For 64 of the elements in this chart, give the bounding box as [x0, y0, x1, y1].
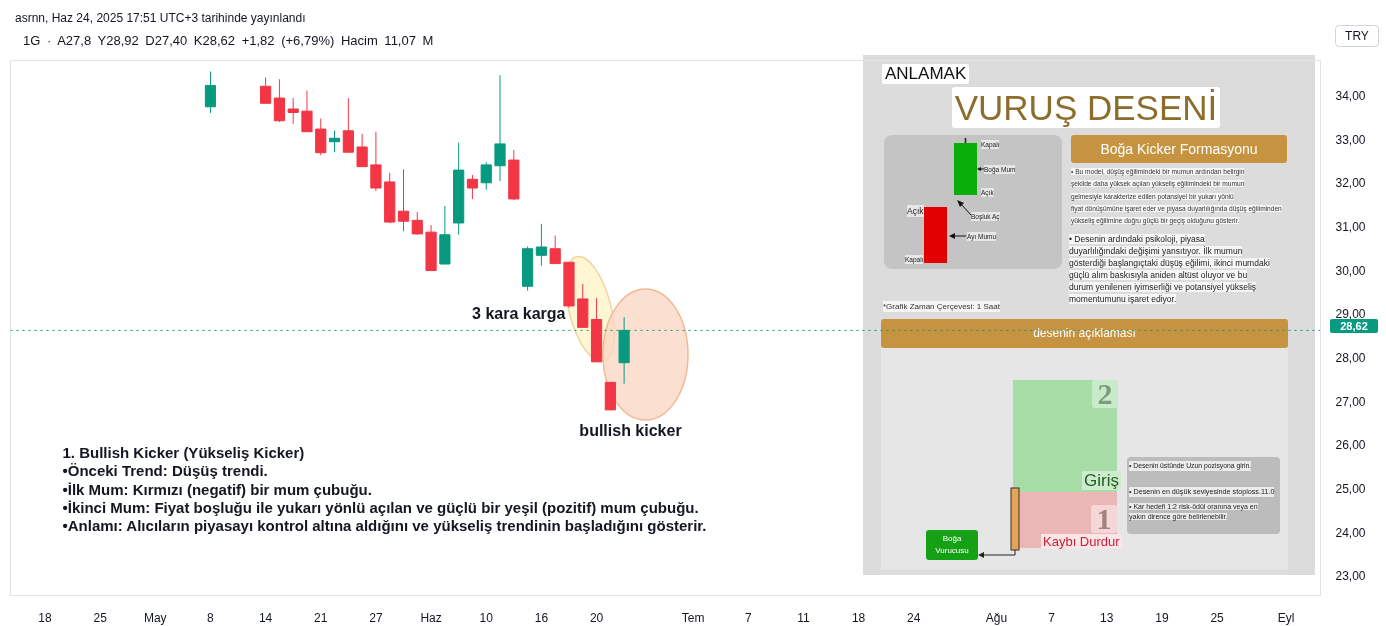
annotation: 3 kara karga [472, 305, 566, 322]
x-tick-label: 16 [534, 610, 549, 625]
annotation: Kaybı Durdur [1041, 534, 1122, 549]
candlestick [204, 70, 217, 114]
candlestick [315, 118, 327, 156]
y-tick-label: 30,00 [1335, 263, 1366, 278]
candlestick [549, 235, 561, 265]
x-tick-label: 24 [907, 610, 921, 625]
x-tick-label: 19 [1155, 610, 1169, 625]
x-tick-label: 13 [1100, 610, 1114, 625]
y-tick-label: 25,00 [1335, 482, 1366, 496]
y-tick-label: 26,00 [1335, 438, 1366, 453]
y-tick-label: 33,00 [1335, 132, 1366, 147]
x-tick-label: May [143, 610, 167, 625]
y-tick-label: 31,00 [1335, 219, 1366, 234]
candlestick [535, 223, 547, 267]
candlestick [287, 97, 299, 125]
x-tick-label: Tem [681, 610, 705, 625]
x-tick-label: Eyl [1277, 610, 1295, 625]
candlestick [494, 74, 506, 182]
y-tick-label: 28,00 [1335, 350, 1366, 365]
x-tick-label: 7 [1048, 610, 1056, 625]
text: asrnn, Haz 24, 2025 17:51 UTC+3 tarihinde yayınlandı [15, 10, 306, 27]
candlestick [356, 133, 368, 168]
x-tick-label: 8 [207, 610, 215, 625]
candlestick [342, 97, 354, 153]
x-tick-label: Haz [420, 610, 442, 625]
candlestick [397, 168, 410, 232]
annotation: Açık [907, 205, 924, 218]
y-tick-label: 29,00 [1335, 307, 1366, 322]
annotation: • Desenin ardındaki psikoloji, piyasa duyarlılığındaki değişimi yansıtıyor. İlk mumun gösterdiği başlangıçtaki düşüş eğilimi, ikinci mumdaki güçlü alım baskısıyla aniden altüst oluyor ve bu durum yenilenen iyimserliği ve potansiyel yükseliş momentumunu işaret ediyor. [1069, 234, 1270, 304]
annotation: Giriş [1082, 471, 1121, 490]
candlestick [411, 211, 423, 236]
x-tick-label: 25 [93, 610, 108, 625]
candlestick [370, 131, 382, 192]
annotation: ANLAMAK [882, 64, 970, 84]
candlestick [260, 77, 272, 104]
candlestick [301, 90, 313, 133]
x-tick-label: 18 [851, 610, 866, 625]
x-tick-label: 20 [589, 610, 604, 625]
candlestick [466, 174, 479, 200]
y-tick-label: 34,00 [1335, 88, 1366, 103]
x-tick-label: 11 [797, 610, 810, 625]
annotation: bullish kicker [579, 422, 682, 439]
y-tick-label: 27,00 [1335, 394, 1366, 409]
candlestick [328, 129, 341, 153]
candlestick [480, 161, 492, 191]
x-tick-label: Ağu [985, 610, 1008, 625]
x-tick-label: 18 [38, 610, 52, 625]
candlestick [273, 78, 285, 123]
x-tick-label: 10 [479, 610, 494, 625]
y-tick-label: 23,00 [1335, 569, 1366, 584]
annotation: *Grafik Zaman Çerçevesi: 1 Saat [883, 301, 1000, 313]
x-tick-label: 21 [314, 610, 328, 625]
text: 1G · A27,8 Y28,92 D27,40 K28,62 +1,82 (+6,79%) Hacim 11,07 M [23, 32, 434, 50]
x-tick-label: 7 [744, 610, 752, 625]
ref-line-label: 28,62 [1330, 319, 1378, 333]
text: TRY [1335, 25, 1379, 47]
y-tick-label: 24,00 [1335, 525, 1366, 540]
x-tick-label: 14 [258, 610, 273, 625]
annotation: 1. Bullish Kicker (Yükseliş Kicker) •Önceki Trend: Düşüş trendi. •İlk Mum: Kırmızı (negatif) bir mum çubuğu. •İkinci Mum: Fiyat boşluğu ile yukarı yönlü açılan ve güçlü bir yeşil (pozitif) mum çubuğu. •Anlamı: Alıcıların piyasayı kontrol altına aldığını ve yükseliş trendinin başladığını gösterir. [62, 444, 707, 535]
y-tick-label: 32,00 [1335, 176, 1366, 191]
x-tick-label: 25 [1210, 610, 1225, 625]
x-tick-label: 27 [369, 610, 383, 625]
